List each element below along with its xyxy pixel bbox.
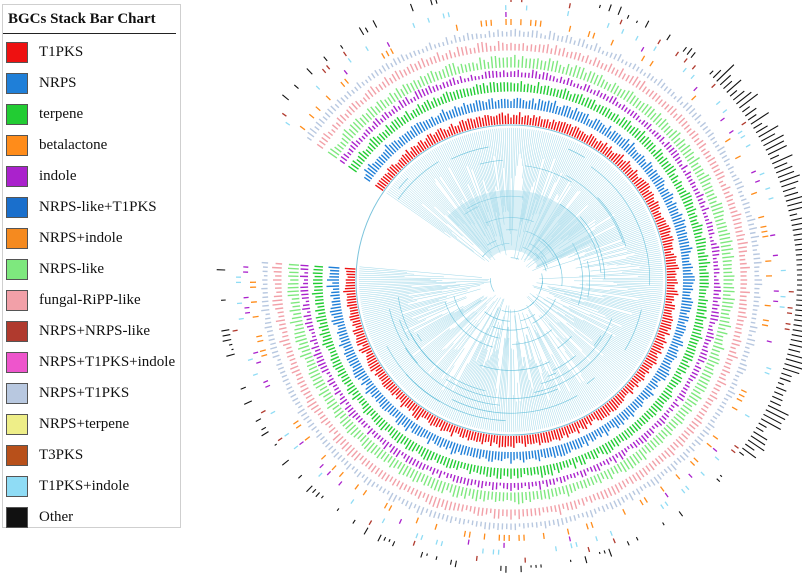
legend-swatch <box>6 444 28 466</box>
legend-item: NRPS-like <box>6 258 104 280</box>
legend-swatch <box>6 289 28 311</box>
legend-label: fungal-RiPP-like <box>39 291 141 308</box>
bgc-rings <box>216 0 802 573</box>
legend-swatch <box>6 351 28 373</box>
legend-label: NRPS+indole <box>39 229 123 246</box>
legend-item: T1PKS <box>6 41 83 63</box>
legend-swatch <box>6 475 28 497</box>
legend-item: NRPS-like+T1PKS <box>6 196 157 218</box>
legend-label: NRPS+T1PKS <box>39 384 130 401</box>
legend-label: NRPS-like+T1PKS <box>39 198 157 215</box>
legend-item: T1PKS+indole <box>6 475 129 497</box>
legend-label: NRPS+NRPS-like <box>39 322 150 339</box>
legend-swatch <box>6 258 28 280</box>
legend-label: NRPS+terpene <box>39 415 130 432</box>
legend-swatch <box>6 320 28 342</box>
legend-label: T1PKS+indole <box>39 477 130 494</box>
legend-label: terpene <box>39 105 84 122</box>
legend-item: indole <box>6 165 77 187</box>
legend-label: indole <box>39 167 77 184</box>
legend-title: BGCs Stack Bar Chart <box>3 5 176 34</box>
legend-label: NRPS+T1PKS+indole <box>39 353 176 370</box>
legend-item: NRPS+T1PKS+indole <box>6 351 175 373</box>
legend-item: NRPS+indole <box>6 227 122 249</box>
phylogenetic-tree <box>355 124 667 436</box>
legend-item: NRPS+T1PKS <box>6 382 129 404</box>
legend-item: Other <box>6 506 73 528</box>
legend-label: NRPS-like <box>39 260 105 277</box>
legend-item: T3PKS <box>6 444 83 466</box>
legend-swatch <box>6 227 28 249</box>
legend-item: NRPS <box>6 72 77 94</box>
legend-swatch <box>6 41 28 63</box>
circular-tree-chart <box>216 0 802 573</box>
legend-label: betalactone <box>39 136 108 153</box>
legend-swatch <box>6 72 28 94</box>
legend-label: NRPS <box>39 74 77 91</box>
legend-swatch <box>6 165 28 187</box>
legend-item: NRPS+terpene <box>6 413 129 435</box>
legend-item: NRPS+NRPS-like <box>6 320 150 342</box>
legend-label: Other <box>39 508 74 525</box>
legend-swatch <box>6 382 28 404</box>
legend-label: T3PKS <box>39 446 84 463</box>
legend-item: betalactone <box>6 134 107 156</box>
legend-swatch <box>6 506 28 528</box>
legend-swatch <box>6 134 28 156</box>
legend-swatch <box>6 413 28 435</box>
legend-item: terpene <box>6 103 83 125</box>
legend-swatch <box>6 103 28 125</box>
legend-swatch <box>6 196 28 218</box>
legend-item: fungal-RiPP-like <box>6 289 141 311</box>
legend-panel: BGCs Stack Bar Chart T1PKS NRPS terpene bet… <box>2 4 181 528</box>
legend-label: T1PKS <box>39 43 84 60</box>
